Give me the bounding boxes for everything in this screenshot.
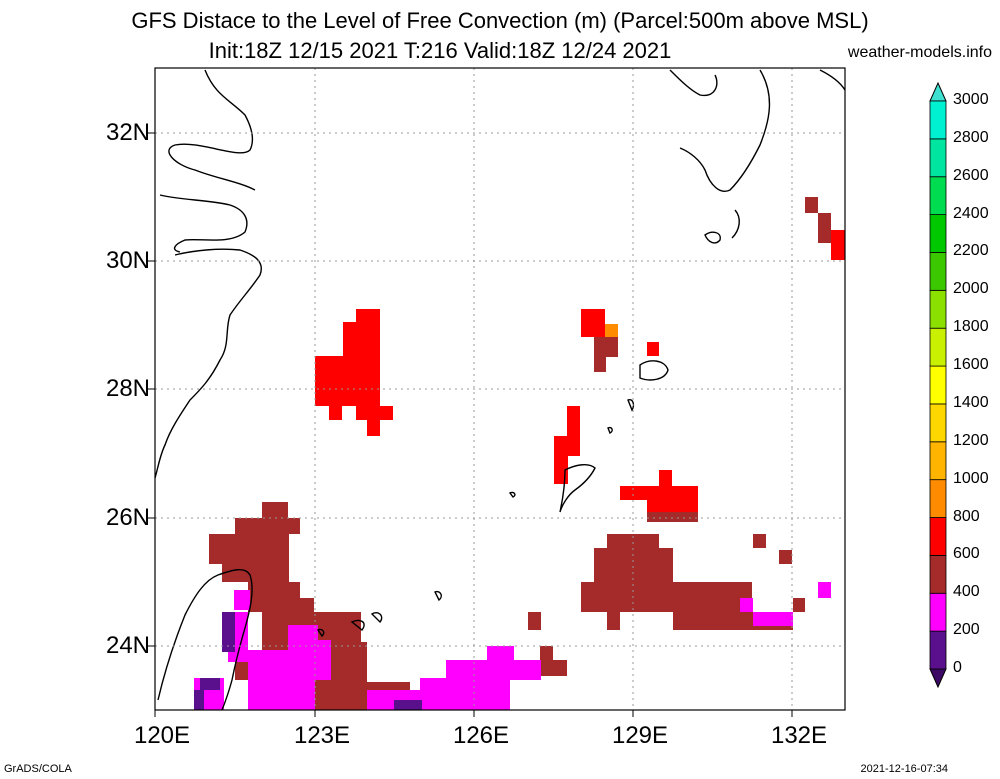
lat-label: 24N bbox=[105, 632, 150, 659]
colorbar-swatch bbox=[929, 555, 947, 594]
colorbar-swatch bbox=[929, 100, 947, 140]
colorbar-swatch bbox=[929, 517, 947, 556]
colorbar-over-arrow bbox=[929, 81, 947, 102]
colorbar-level-label: 1800 bbox=[953, 318, 989, 336]
colorbar-level-label: 2800 bbox=[953, 128, 989, 146]
colorbar-level-label: 1400 bbox=[953, 393, 989, 411]
colorbar-level-label: 400 bbox=[953, 583, 980, 601]
colorbar-level-label: 2200 bbox=[953, 242, 989, 260]
lon-label: 129E bbox=[611, 722, 669, 749]
colorbar-swatch bbox=[929, 592, 947, 632]
colorbar-level-label: 800 bbox=[953, 507, 980, 525]
colorbar-level-label: 1200 bbox=[953, 431, 989, 449]
colorbar bbox=[929, 81, 947, 689]
colorbar-level-label: 600 bbox=[953, 545, 980, 563]
colorbar-swatch bbox=[929, 365, 947, 405]
lon-label: 132E bbox=[770, 722, 828, 749]
colorbar-level-label: 2400 bbox=[953, 204, 989, 222]
colorbar-swatch bbox=[929, 403, 947, 443]
footer-grads: GrADS/COLA bbox=[4, 763, 72, 775]
lon-label: 123E bbox=[293, 722, 351, 749]
colorbar-swatch bbox=[929, 176, 947, 216]
colorbar-swatch bbox=[929, 138, 947, 178]
colorbar-swatch bbox=[929, 214, 947, 253]
colorbar-level-label: 1000 bbox=[953, 469, 989, 487]
colorbar-under-arrow bbox=[929, 668, 947, 689]
lat-label: 28N bbox=[105, 375, 150, 402]
colorbar-level-label: 3000 bbox=[953, 91, 989, 108]
chart-subtitle: Init:18Z 12/15 2021 T:216 Valid:18Z 12/2… bbox=[208, 38, 672, 63]
lon-label: 120E bbox=[133, 722, 191, 749]
lat-label: 30N bbox=[105, 247, 150, 274]
colorbar-level-label: 2600 bbox=[953, 166, 989, 184]
grid bbox=[155, 68, 845, 710]
colorbar-swatch bbox=[929, 327, 947, 367]
coastlines bbox=[154, 69, 846, 711]
field-shading bbox=[194, 197, 845, 710]
lon-label: 126E bbox=[452, 722, 510, 749]
colorbar-swatch bbox=[929, 289, 947, 329]
chart-title: GFS Distace to the Level of Free Convect… bbox=[131, 8, 869, 33]
lat-label: 32N bbox=[105, 119, 150, 146]
footer-timestamp: 2021-12-16-07:34 bbox=[860, 763, 948, 775]
colorbar-level-label: 0 bbox=[953, 659, 962, 676]
colorbar-swatch bbox=[929, 441, 947, 481]
source-label: weather-models.info bbox=[847, 44, 992, 61]
colorbar-level-label: 2000 bbox=[953, 280, 989, 298]
axis-ticks bbox=[148, 132, 793, 717]
colorbar-swatch bbox=[929, 252, 947, 291]
colorbar-level-label: 1600 bbox=[953, 356, 989, 374]
colorbar-swatch bbox=[929, 479, 947, 518]
lat-label: 26N bbox=[105, 504, 150, 531]
colorbar-level-label: 200 bbox=[953, 621, 980, 639]
colorbar-swatch bbox=[929, 630, 947, 670]
